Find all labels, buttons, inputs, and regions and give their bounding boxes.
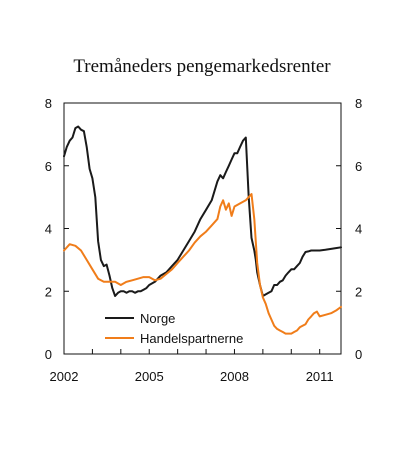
y-tick-label-left: 4 xyxy=(45,222,52,237)
x-tick-label: 2002 xyxy=(50,369,79,384)
y-tick-label-left: 6 xyxy=(45,159,52,174)
x-tick-label: 2008 xyxy=(220,369,249,384)
y-tick-label-right: 4 xyxy=(355,222,362,237)
x-tick-label: 2005 xyxy=(135,369,164,384)
plot-frame xyxy=(63,102,342,355)
y-tick-label-left: 0 xyxy=(45,347,52,362)
y-tick-label-right: 6 xyxy=(355,159,362,174)
series-lines xyxy=(63,125,342,335)
legend-label-handelspartnerne: Handelspartnerne xyxy=(140,331,243,346)
chart-title: Tremåneders pengemarkedsrenter xyxy=(73,56,331,77)
y-tick-label-left: 8 xyxy=(45,96,52,111)
legend: Norge Handelspartnerne xyxy=(105,311,243,346)
legend-label-norge: Norge xyxy=(140,311,175,326)
y-tick-label-right: 0 xyxy=(355,347,362,362)
series-line-norge xyxy=(63,125,342,297)
y-tick-label-left: 2 xyxy=(45,284,52,299)
axis-ticks: 0 0 2 2 4 4 6 6 8 8 2002 2005 2008 2011 xyxy=(45,96,362,384)
x-tick-label: 2011 xyxy=(306,369,334,384)
series-line-handelspartnerne xyxy=(63,193,342,335)
y-tick-label-right: 2 xyxy=(355,284,362,299)
y-tick-label-right: 8 xyxy=(355,96,362,111)
